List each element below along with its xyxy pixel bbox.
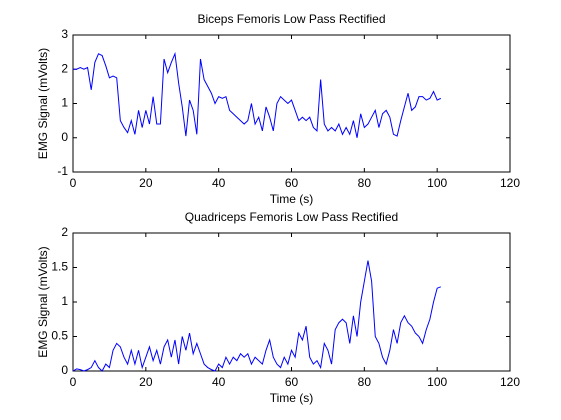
x-axis-label: Time (s) — [270, 192, 314, 206]
y-tick-label: 0 — [61, 130, 68, 144]
x-tick-label: 60 — [285, 176, 299, 190]
y-axis-label: EMG Signal (mVolts) — [36, 246, 50, 357]
y-tick-label: -1 — [57, 164, 68, 178]
x-tick-label: 120 — [500, 176, 520, 190]
x-tick-label: 100 — [427, 176, 447, 190]
y-tick-label: 2 — [61, 225, 68, 239]
y-tick-label: 0 — [61, 363, 68, 377]
y-tick-label: 2 — [61, 61, 68, 75]
x-tick-label: 20 — [139, 176, 153, 190]
y-tick-label: 0.5 — [51, 329, 68, 343]
x-tick-label: 40 — [212, 176, 226, 190]
x-tick-label: 80 — [358, 176, 372, 190]
y-tick-label: 1 — [61, 96, 68, 110]
y-axis-label: EMG Signal (mVolts) — [36, 48, 50, 159]
x-tick-label: 100 — [427, 375, 447, 389]
x-tick-label: 80 — [358, 375, 372, 389]
chart-title: Biceps Femoris Low Pass Rectified — [197, 12, 385, 26]
y-tick-label: 3 — [61, 27, 68, 41]
x-tick-label: 0 — [70, 176, 77, 190]
x-tick-label: 60 — [285, 375, 299, 389]
y-tick-label: 1.5 — [51, 260, 68, 274]
x-axis-label: Time (s) — [270, 391, 314, 405]
x-tick-label: 0 — [70, 375, 77, 389]
data-line — [72, 260, 441, 372]
x-tick-label: 40 — [212, 375, 226, 389]
y-tick-label: 1 — [61, 294, 68, 308]
x-tick-label: 120 — [500, 375, 520, 389]
chart-title: Quadriceps Femoris Low Pass Rectified — [185, 210, 398, 224]
data-line — [73, 51, 442, 138]
plot-area — [72, 34, 511, 173]
x-tick-label: 20 — [139, 375, 153, 389]
